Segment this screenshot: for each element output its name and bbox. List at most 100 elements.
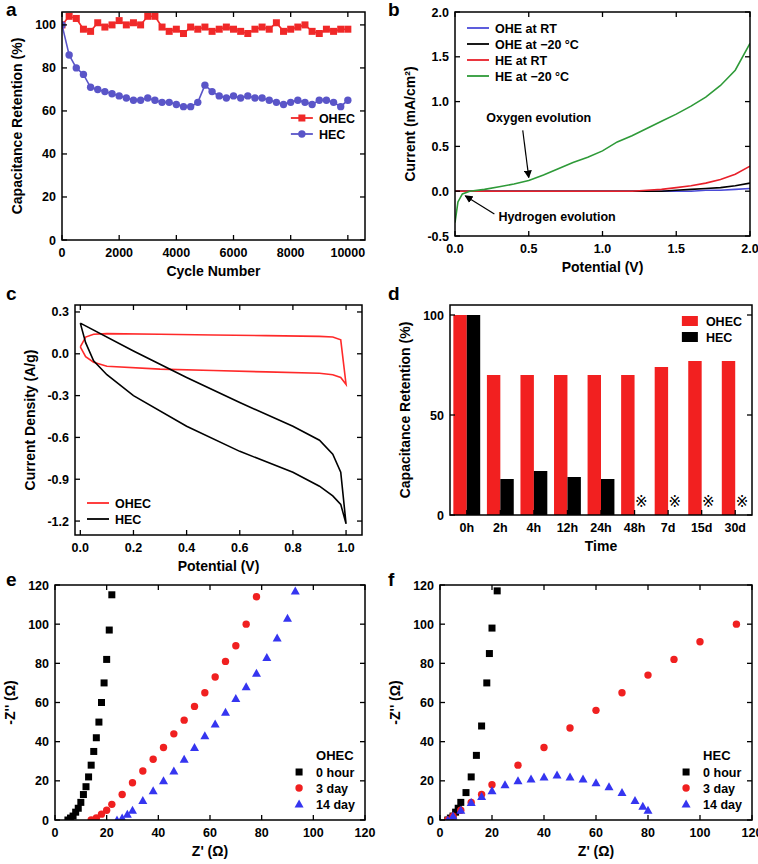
marker xyxy=(242,682,251,690)
x-tick xyxy=(290,235,291,240)
y-tick xyxy=(55,663,60,664)
y-tick-right xyxy=(357,520,362,521)
marker xyxy=(477,792,486,800)
x-tick-label: 12h xyxy=(557,521,579,535)
x-tick xyxy=(567,510,568,515)
x-tick-top xyxy=(106,585,107,590)
y-tick xyxy=(440,780,445,781)
marker xyxy=(211,720,220,728)
marker xyxy=(231,694,240,702)
bar xyxy=(567,477,580,515)
legend-marker xyxy=(682,800,691,808)
marker xyxy=(456,806,465,814)
y-tick-label: 0 xyxy=(437,509,444,523)
annotation-arrow xyxy=(465,196,494,214)
plot-frame xyxy=(75,305,362,535)
legend-swatch xyxy=(682,332,698,342)
x-tick-top xyxy=(54,585,55,590)
x-tick-top xyxy=(233,12,234,17)
y-tick xyxy=(55,624,60,625)
y-tick xyxy=(440,741,445,742)
y-tick-right xyxy=(357,311,362,312)
y-tick-right xyxy=(357,437,362,438)
x-tick-top xyxy=(364,585,365,590)
x-tick-label: 2h xyxy=(493,521,508,535)
marker xyxy=(80,26,87,33)
x-axis-label: Cycle Number xyxy=(166,263,261,279)
x-tick xyxy=(54,815,55,820)
legend-label: OHE at RT xyxy=(495,22,557,36)
marker xyxy=(323,26,330,33)
x-axis-label: Potential (V) xyxy=(562,259,644,275)
marker xyxy=(301,21,308,28)
marker xyxy=(209,28,216,35)
bar xyxy=(588,375,601,515)
y-tick-right xyxy=(360,819,365,820)
marker xyxy=(101,88,108,95)
y-axis-label: Current (mA/cm²) xyxy=(402,66,418,181)
marker xyxy=(638,802,647,810)
y-tick xyxy=(455,56,460,57)
marker xyxy=(449,812,458,820)
x-tick xyxy=(466,510,467,515)
y-tick-label: 80 xyxy=(35,657,49,671)
x-tick-label: 2.0 xyxy=(741,242,758,256)
marker xyxy=(169,767,178,775)
legend-swatch xyxy=(467,59,489,61)
y-tick-label: 60 xyxy=(420,696,434,710)
x-tick-top xyxy=(119,12,120,17)
x-tick-label: 0.2 xyxy=(125,541,142,555)
marker xyxy=(473,752,480,759)
y-tick xyxy=(450,514,455,515)
x-tick-label: 120 xyxy=(355,826,376,840)
y-tick-right xyxy=(747,741,752,742)
y-tick-label: 0.0 xyxy=(432,185,449,199)
y-tick xyxy=(62,67,67,68)
legend-title: HEC xyxy=(703,748,731,763)
bar xyxy=(722,361,735,515)
marker xyxy=(280,101,287,108)
marker xyxy=(108,591,115,598)
marker xyxy=(160,744,167,751)
x-tick-label: 0 xyxy=(59,246,66,260)
y-tick-label: 20 xyxy=(42,190,56,204)
y-tick-label: 1.5 xyxy=(432,50,449,64)
x-tick-top xyxy=(292,305,293,310)
marker xyxy=(294,96,301,103)
x-tick xyxy=(699,815,700,820)
x-tick-top xyxy=(699,585,700,590)
legend-label: 0 hour xyxy=(703,766,741,780)
x-tick-top xyxy=(347,12,348,17)
panel-label: f xyxy=(388,569,395,590)
annotation: ※ xyxy=(736,493,749,510)
x-tick xyxy=(345,530,346,535)
marker xyxy=(273,633,282,641)
plot-frame xyxy=(55,585,365,820)
x-tick-label: 40 xyxy=(537,826,551,840)
series-group xyxy=(62,13,352,111)
y-axis-label: -Z'' (Ω) xyxy=(387,680,403,724)
marker xyxy=(159,776,168,784)
marker xyxy=(478,723,485,730)
legend-label: 14 day xyxy=(703,798,742,812)
y-axis-label: -Z'' (Ω) xyxy=(2,680,18,724)
marker xyxy=(488,786,497,794)
y-tick-label: 0 xyxy=(49,234,56,248)
y-tick-right xyxy=(360,780,365,781)
legend-label: 14 day xyxy=(316,798,355,812)
x-tick xyxy=(500,510,501,515)
x-tick-top xyxy=(528,12,529,17)
x-axis-label: Z' (Ω) xyxy=(578,843,614,859)
marker xyxy=(108,90,115,97)
marker xyxy=(187,24,194,31)
marker xyxy=(230,92,237,99)
marker xyxy=(194,99,201,106)
x-tick-top xyxy=(158,585,159,590)
y-tick-right xyxy=(360,624,365,625)
legend-label: HE at RT xyxy=(495,54,547,68)
marker xyxy=(87,28,94,35)
marker xyxy=(200,731,209,739)
marker xyxy=(129,779,136,786)
y-tick xyxy=(62,24,67,25)
x-tick-label: 100 xyxy=(690,826,711,840)
